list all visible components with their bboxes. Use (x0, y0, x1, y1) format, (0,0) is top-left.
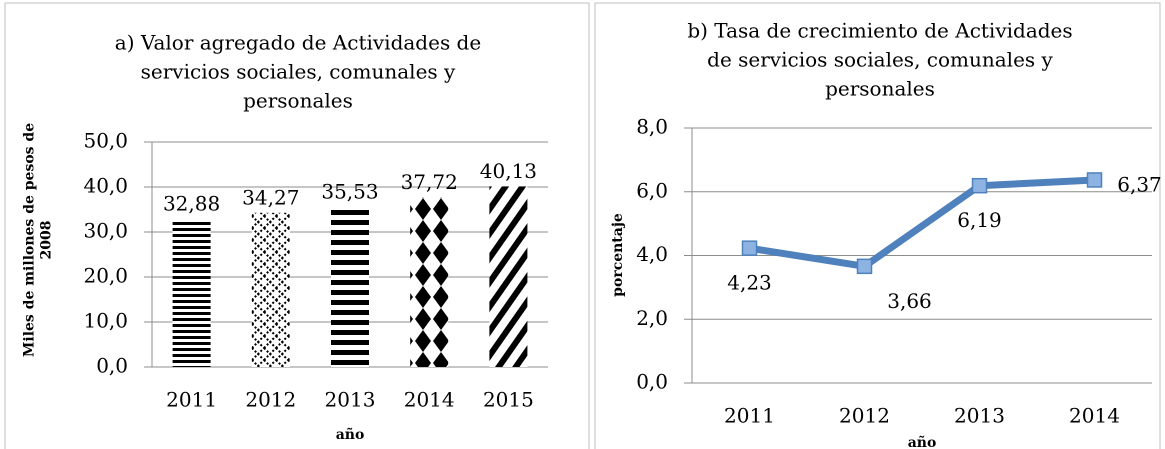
bar (410, 197, 449, 367)
chart-title: a) Valor agregado de Actividades de (115, 31, 481, 55)
data-label: 35,53 (321, 180, 378, 204)
x-tick-label: 2012 (245, 388, 296, 412)
y-tick-label: 0,0 (96, 354, 128, 378)
x-tick-label: 2011 (166, 388, 217, 412)
data-label: 4,23 (727, 271, 772, 295)
x-axis-label: año (908, 434, 937, 449)
y-tick-label: 10,0 (83, 309, 128, 333)
y-tick-label: 40,0 (83, 174, 128, 198)
data-label: 40,13 (480, 159, 537, 183)
bar (251, 212, 290, 367)
y-tick-label: 2,0 (636, 306, 668, 330)
data-label: 32,88 (163, 192, 220, 216)
marker (856, 258, 873, 275)
data-label: 6,37 (1117, 172, 1162, 196)
panel-border (4, 2, 590, 449)
data-label: 6,19 (957, 208, 1002, 232)
y-axis-label: Miles de millones de pesos de (22, 123, 38, 357)
data-label: 3,66 (887, 289, 932, 313)
line (748, 176, 1095, 270)
x-tick-label: 2014 (1069, 404, 1120, 428)
panel-border (594, 2, 1161, 449)
y-tick-label: 8,0 (636, 115, 668, 139)
data-label: 34,27 (242, 185, 299, 209)
y-tick-label: 50,0 (83, 129, 128, 153)
bar (489, 186, 528, 367)
chart-title: personales (243, 89, 353, 113)
x-tick-label: 2014 (404, 388, 455, 412)
y-axis-label: porcentaje (610, 213, 626, 297)
marker (741, 240, 758, 256)
marker (1086, 172, 1103, 188)
y-tick-label: 30,0 (83, 219, 128, 243)
y-tick-label: 4,0 (636, 242, 668, 266)
chart-title: servicios sociales, comunales y (141, 60, 456, 84)
bar (331, 207, 369, 367)
y-axis-label: 2008 (39, 221, 55, 260)
y-tick-label: 6,0 (636, 178, 668, 202)
marker (971, 177, 988, 194)
x-tick-label: 2013 (954, 404, 1005, 428)
y-tick-label: 20,0 (83, 264, 128, 288)
chart-title: personales (825, 77, 935, 101)
chart-title: de servicios sociales, comunales y (707, 48, 1053, 72)
x-tick-label: 2013 (325, 388, 376, 412)
x-tick-label: 2012 (839, 404, 890, 428)
data-label: 37,72 (401, 170, 458, 194)
bar (172, 219, 211, 367)
x-axis-label: año (336, 426, 365, 443)
y-tick-label: 0,0 (636, 370, 668, 394)
x-tick-label: 2015 (483, 388, 534, 412)
x-tick-label: 2011 (724, 404, 775, 428)
chart-title: b) Tasa de crecimiento de Actividades (687, 19, 1072, 43)
